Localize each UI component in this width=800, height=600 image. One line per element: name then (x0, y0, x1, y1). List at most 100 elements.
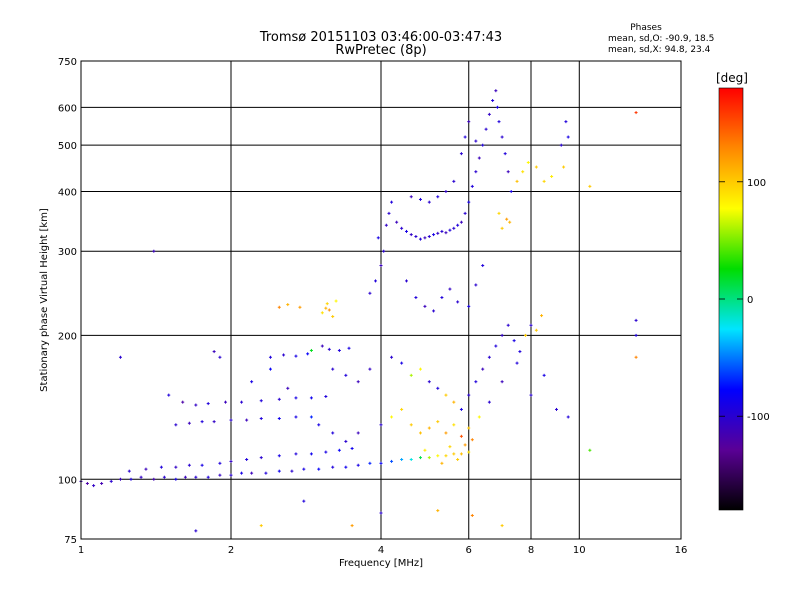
data-point (481, 367, 485, 371)
data-point (331, 431, 335, 435)
data-point (404, 229, 408, 233)
data-point (118, 355, 122, 359)
data-point (467, 120, 471, 124)
x-tick-label: 10 (573, 545, 586, 556)
data-point (487, 112, 491, 116)
data-point (494, 344, 498, 348)
data-point (436, 509, 440, 513)
data-point (212, 350, 216, 354)
data-point (200, 420, 204, 424)
data-point (277, 469, 281, 473)
data-point (218, 355, 222, 359)
data-point (324, 306, 328, 310)
data-point (290, 469, 294, 473)
data-point (368, 291, 372, 295)
data-point (491, 99, 495, 103)
data-point (448, 445, 452, 449)
data-point (390, 355, 394, 359)
data-point (376, 236, 380, 240)
data-point (440, 229, 444, 233)
x-axis-label: Frequency [MHz] (339, 558, 423, 569)
data-point (356, 463, 360, 467)
data-point (187, 463, 191, 467)
data-point (459, 434, 463, 438)
data-point (427, 200, 431, 204)
data-point (526, 160, 530, 164)
data-point (218, 461, 222, 465)
data-point (229, 459, 233, 463)
data-point (379, 461, 383, 465)
data-point (245, 457, 249, 461)
data-point (286, 386, 290, 390)
data-point (481, 264, 485, 268)
y-tick-label: 750 (58, 57, 77, 68)
data-point (436, 195, 440, 199)
data-point (497, 211, 501, 215)
data-point (427, 426, 431, 430)
data-point (324, 394, 328, 398)
data-point (334, 299, 338, 303)
data-point (337, 448, 341, 452)
y-tick-label: 600 (58, 103, 77, 114)
data-point (444, 189, 448, 193)
data-point (506, 323, 510, 327)
y-axis-label: Stationary phase Virtual Height [km] (39, 208, 50, 392)
data-point (356, 431, 360, 435)
data-point (500, 333, 504, 337)
data-point (294, 354, 298, 358)
data-point (515, 361, 519, 365)
stats-o-line: mean, sd,O: -90.9, 18.5 (608, 34, 714, 44)
chart-subtitle: RwPretec (8p) (335, 43, 426, 58)
data-point (436, 231, 440, 235)
data-point (379, 264, 383, 268)
data-point (259, 417, 263, 421)
data-point (294, 396, 298, 400)
data-point (409, 457, 413, 461)
data-point (554, 407, 558, 411)
data-point (250, 380, 254, 384)
data-point (474, 283, 478, 287)
scatter-points (79, 89, 638, 533)
data-point (286, 303, 290, 307)
x-axis-ticks: 1 2 4 6 8 10 16 (78, 545, 688, 556)
data-point (534, 165, 538, 169)
data-point (240, 400, 244, 404)
data-point (515, 179, 519, 183)
data-point (127, 469, 131, 473)
data-point (444, 454, 448, 458)
data-point (229, 473, 233, 477)
data-point (306, 352, 310, 356)
data-point (456, 223, 460, 227)
stats-x-line: mean, sd,X: 94.8, 23.4 (608, 45, 711, 55)
data-point (245, 418, 249, 422)
data-point (194, 529, 198, 533)
data-point (327, 347, 331, 351)
data-point (409, 423, 413, 427)
data-point (459, 407, 463, 411)
data-point (414, 296, 418, 300)
data-point (452, 226, 456, 230)
data-point (467, 426, 471, 430)
data-point (564, 120, 568, 124)
data-point (540, 314, 544, 318)
data-point (390, 459, 394, 463)
data-point (400, 361, 404, 365)
chart-title: Tromsø 20151103 03:46:00-03:47:43 (259, 30, 502, 45)
data-point (500, 380, 504, 384)
data-point (459, 152, 463, 156)
data-point (470, 513, 474, 517)
data-point (277, 305, 281, 309)
data-point (423, 236, 427, 240)
data-point (317, 467, 321, 471)
y-tick-label: 400 (58, 187, 77, 198)
data-point (264, 471, 268, 475)
data-point (463, 135, 467, 139)
y-tick-label: 75 (64, 535, 77, 546)
data-point (427, 456, 431, 460)
data-point (379, 511, 383, 515)
data-point (494, 89, 498, 93)
data-point (487, 355, 491, 359)
data-point (144, 467, 148, 471)
data-point (374, 279, 378, 283)
data-point (427, 235, 431, 239)
